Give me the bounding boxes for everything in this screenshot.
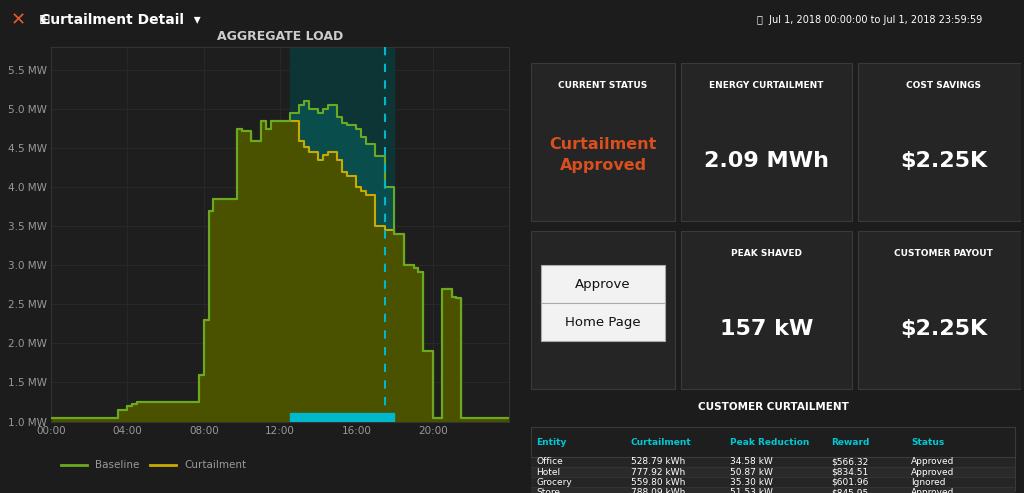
Text: Home Page: Home Page <box>565 316 641 329</box>
Bar <box>858 231 1024 389</box>
Bar <box>541 265 665 303</box>
Bar <box>681 63 852 221</box>
Text: Reward: Reward <box>831 438 869 447</box>
Text: $601.96: $601.96 <box>831 478 868 487</box>
Bar <box>290 413 394 422</box>
Text: CUSTOMER PAYOUT: CUSTOMER PAYOUT <box>894 248 993 258</box>
Text: Office: Office <box>537 458 563 466</box>
Text: Hotel: Hotel <box>537 468 560 477</box>
Text: 788.09 kWh: 788.09 kWh <box>631 488 685 493</box>
Bar <box>531 427 1015 457</box>
Bar <box>531 477 1015 488</box>
Text: Ignored: Ignored <box>911 478 945 487</box>
Text: Approve: Approve <box>575 278 631 291</box>
Text: 50.87 kW: 50.87 kW <box>730 468 772 477</box>
Text: $845.95: $845.95 <box>831 488 868 493</box>
Text: $834.51: $834.51 <box>831 468 868 477</box>
Text: Peak Reduction: Peak Reduction <box>730 438 809 447</box>
Bar <box>531 231 675 389</box>
Text: ⏱  Jul 1, 2018 00:00:00 to Jul 1, 2018 23:59:59: ⏱ Jul 1, 2018 00:00:00 to Jul 1, 2018 23… <box>758 15 983 25</box>
Bar <box>531 467 1015 477</box>
Text: Curtailment: Curtailment <box>631 438 691 447</box>
Text: 51.53 kW: 51.53 kW <box>730 488 772 493</box>
Text: $566.32: $566.32 <box>831 458 868 466</box>
Text: Curtailment
Approved: Curtailment Approved <box>550 137 656 173</box>
Bar <box>858 63 1024 221</box>
Text: COST SAVINGS: COST SAVINGS <box>906 81 981 90</box>
Bar <box>681 231 852 389</box>
Bar <box>531 457 1015 467</box>
Text: Grocery: Grocery <box>537 478 572 487</box>
Text: 528.79 kWh: 528.79 kWh <box>631 458 685 466</box>
Text: 777.92 kWh: 777.92 kWh <box>631 468 685 477</box>
Text: PEAK SHAVED: PEAK SHAVED <box>731 248 802 258</box>
Text: Approved: Approved <box>911 458 954 466</box>
Text: 2.09 MWh: 2.09 MWh <box>703 151 829 171</box>
Text: CUSTOMER CURTAILMENT: CUSTOMER CURTAILMENT <box>697 402 849 413</box>
Legend: Baseline, Curtailment: Baseline, Curtailment <box>56 456 251 474</box>
Bar <box>531 63 675 221</box>
Text: 34.58 kW: 34.58 kW <box>730 458 772 466</box>
Text: Approved: Approved <box>911 488 954 493</box>
Text: Status: Status <box>911 438 944 447</box>
Text: Approved: Approved <box>911 468 954 477</box>
Text: $2.25K: $2.25K <box>900 318 987 339</box>
Bar <box>290 47 394 422</box>
Title: AGGREGATE LOAD: AGGREGATE LOAD <box>217 30 343 43</box>
Text: ⊞: ⊞ <box>39 13 51 27</box>
Text: 559.80 kWh: 559.80 kWh <box>631 478 685 487</box>
Text: ENERGY CURTAILMENT: ENERGY CURTAILMENT <box>710 81 823 90</box>
Bar <box>531 488 1015 493</box>
Bar <box>541 303 665 341</box>
Text: Store: Store <box>537 488 560 493</box>
Text: ✕: ✕ <box>10 11 26 29</box>
Text: Curtailment Detail  ▾: Curtailment Detail ▾ <box>40 13 201 27</box>
Text: 35.30 kW: 35.30 kW <box>730 478 772 487</box>
Text: 157 kW: 157 kW <box>720 318 813 339</box>
Text: CURRENT STATUS: CURRENT STATUS <box>558 81 648 90</box>
Text: Entity: Entity <box>537 438 566 447</box>
Text: $2.25K: $2.25K <box>900 151 987 171</box>
Bar <box>531 427 1015 491</box>
